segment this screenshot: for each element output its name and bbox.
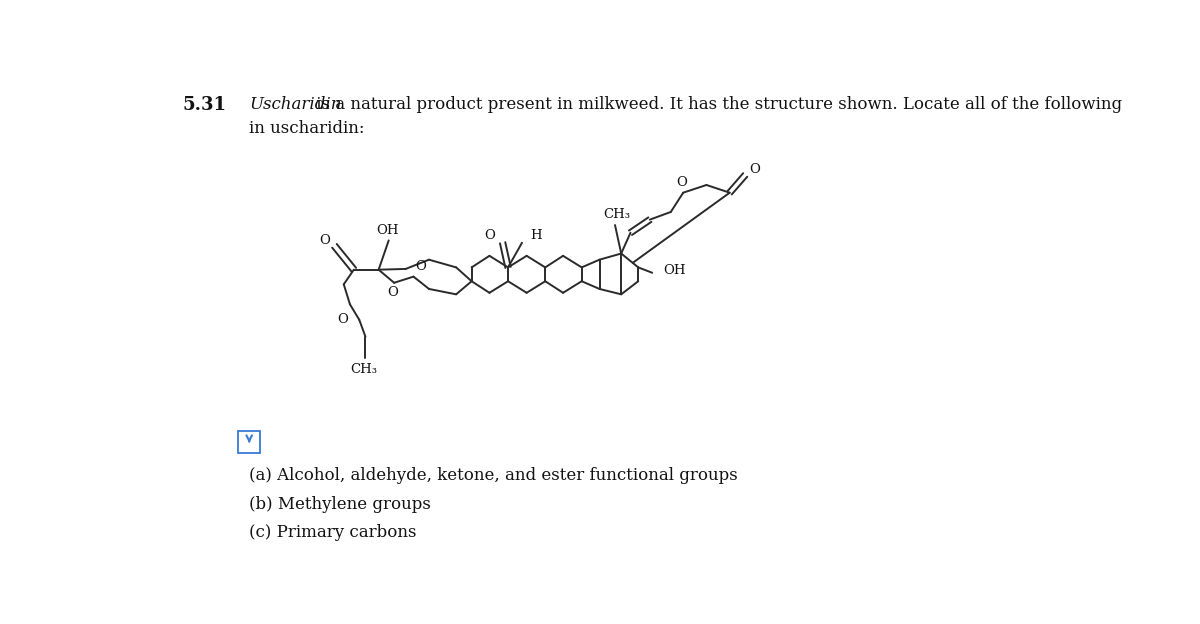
Text: H: H: [529, 228, 541, 241]
Text: O: O: [388, 286, 398, 298]
Text: O: O: [677, 176, 688, 189]
Text: (c) Primary carbons: (c) Primary carbons: [250, 524, 416, 541]
Text: O: O: [415, 260, 426, 273]
Text: CH₃: CH₃: [604, 208, 630, 221]
Text: O: O: [337, 313, 348, 326]
Text: O: O: [749, 163, 760, 176]
Text: 5.31: 5.31: [182, 97, 227, 114]
Text: OH: OH: [664, 264, 685, 277]
Text: O: O: [484, 228, 494, 241]
Text: CH₃: CH₃: [350, 363, 377, 376]
FancyBboxPatch shape: [239, 431, 260, 453]
Text: is a natural product present in milkweed. It has the structure shown. Locate all: is a natural product present in milkweed…: [311, 97, 1122, 114]
Text: OH: OH: [376, 224, 398, 237]
Text: (b) Methylene groups: (b) Methylene groups: [250, 496, 431, 513]
Text: in uscharidin:: in uscharidin:: [250, 120, 365, 137]
Text: Uscharidin: Uscharidin: [250, 97, 342, 114]
Text: (a) Alcohol, aldehyde, ketone, and ester functional groups: (a) Alcohol, aldehyde, ketone, and ester…: [250, 467, 738, 484]
Text: O: O: [319, 234, 330, 247]
